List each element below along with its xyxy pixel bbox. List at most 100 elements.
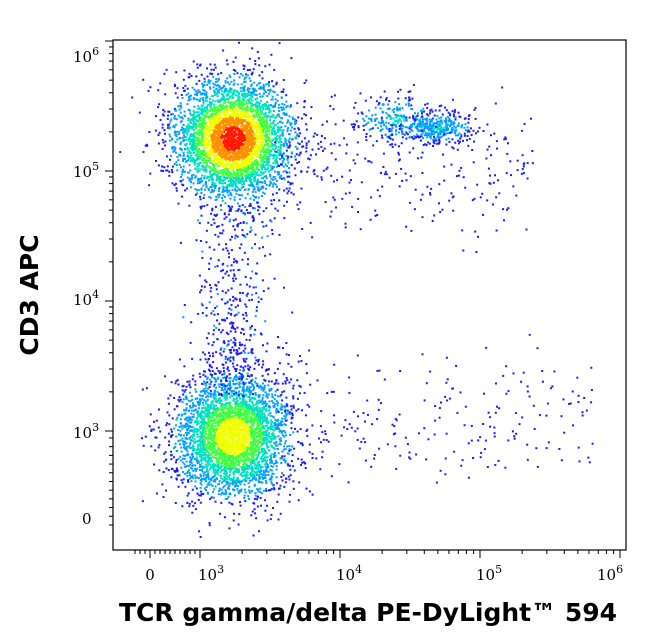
- event-dot: [211, 169, 214, 172]
- event-dot: [228, 189, 231, 192]
- event-dot: [230, 106, 233, 109]
- event-dot: [229, 197, 232, 200]
- event-dot: [266, 101, 269, 104]
- event-dot: [218, 151, 221, 154]
- event-dot: [209, 118, 212, 121]
- event-dot: [290, 57, 293, 60]
- event-dot: [197, 188, 200, 191]
- event-dot: [261, 128, 264, 131]
- event-dot: [162, 141, 165, 144]
- event-dot: [257, 137, 260, 140]
- event-dot: [274, 178, 277, 181]
- event-dot: [227, 81, 229, 84]
- event-dot: [219, 169, 222, 172]
- event-dot: [284, 163, 287, 166]
- event-dot: [220, 120, 223, 123]
- event-dot: [268, 153, 271, 156]
- event-dot: [224, 135, 227, 138]
- event-dot: [247, 176, 249, 179]
- event-dot: [237, 129, 240, 132]
- event-dot: [257, 178, 259, 181]
- event-dot: [223, 165, 226, 168]
- event-dot: [190, 186, 193, 189]
- event-dot: [247, 87, 249, 90]
- event-dot: [192, 60, 195, 63]
- event-dot: [221, 159, 224, 162]
- event-dot: [215, 404, 217, 407]
- event-dot: [220, 97, 223, 100]
- event-dot: [229, 171, 232, 174]
- event-dot: [194, 148, 197, 151]
- event-dot: [202, 150, 205, 153]
- event-dot: [288, 137, 291, 140]
- event-dot: [241, 101, 244, 104]
- event-dot: [260, 122, 263, 125]
- event-dot: [157, 106, 160, 109]
- event-dot: [249, 204, 252, 207]
- event-dot: [214, 122, 217, 125]
- event-dot: [188, 127, 191, 130]
- event-dot: [258, 131, 260, 134]
- event-dot: [228, 156, 231, 159]
- event-dot: [246, 455, 249, 458]
- event-dot: [226, 358, 229, 361]
- event-dot: [222, 84, 225, 87]
- event-dot: [238, 92, 240, 94]
- event-dot: [198, 107, 200, 110]
- event-dot: [289, 182, 292, 185]
- event-dot: [241, 149, 243, 152]
- event-dot: [269, 183, 271, 186]
- event-dot: [226, 165, 228, 168]
- event-dot: [310, 106, 313, 109]
- event-dot: [240, 174, 243, 177]
- event-dot: [218, 128, 220, 131]
- event-dot: [192, 98, 195, 101]
- event-dot: [247, 184, 250, 186]
- event-dot: [237, 143, 239, 146]
- event-dot: [270, 453, 273, 456]
- event-dot: [298, 128, 300, 131]
- event-dot: [148, 184, 151, 187]
- event-dot: [221, 156, 223, 159]
- event-dot: [206, 156, 209, 159]
- event-dot: [246, 142, 249, 145]
- event-dot: [237, 100, 240, 103]
- event-dot: [202, 96, 205, 99]
- event-dot: [245, 162, 248, 165]
- event-dot: [239, 189, 242, 191]
- event-dot: [197, 139, 200, 141]
- event-dot: [202, 474, 205, 477]
- event-dot: [270, 199, 273, 202]
- event-dot: [262, 157, 265, 160]
- event-dot: [250, 178, 253, 181]
- event-dot: [234, 129, 237, 132]
- event-dot: [189, 143, 192, 146]
- event-dot: [219, 127, 222, 130]
- event-dot: [287, 161, 290, 164]
- event-dot: [269, 175, 272, 178]
- event-dot: [241, 147, 244, 150]
- event-dot: [236, 178, 239, 181]
- event-dot: [210, 153, 213, 156]
- event-dot: [210, 479, 213, 482]
- event-dot: [287, 119, 289, 122]
- event-dot: [196, 189, 199, 192]
- event-dot: [173, 163, 176, 165]
- event-dot: [189, 180, 192, 183]
- event-dot: [244, 137, 247, 140]
- event-dot: [197, 167, 200, 170]
- event-dot: [211, 148, 214, 151]
- event-dot: [195, 111, 198, 114]
- event-dot: [230, 122, 233, 125]
- event-dot: [193, 159, 195, 161]
- event-dot: [250, 183, 253, 186]
- event-dot: [180, 180, 183, 183]
- event-dot: [249, 441, 252, 444]
- event-dot: [265, 183, 268, 186]
- event-dot: [165, 467, 168, 470]
- event-dot: [185, 144, 188, 147]
- event-dot: [285, 112, 288, 115]
- event-dot: [239, 180, 242, 183]
- event-dot: [253, 89, 256, 92]
- event-dot: [247, 123, 250, 126]
